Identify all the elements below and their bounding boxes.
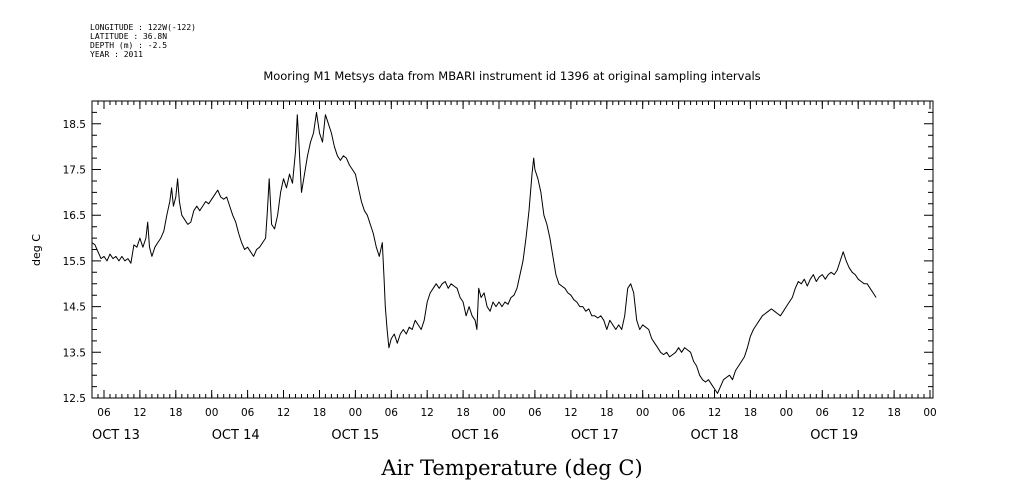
x-tick-label: 12 bbox=[133, 407, 146, 419]
x-tick-label: 12 bbox=[421, 407, 434, 419]
x-tick-label: 06 bbox=[528, 407, 542, 419]
latitude-line: LATITUDE : 36.8N bbox=[90, 32, 167, 41]
x-tick-label: 00 bbox=[205, 407, 218, 419]
x-tick-label: 18 bbox=[744, 407, 757, 419]
plot-frame bbox=[91, 100, 934, 399]
longitude-line: LONGITUDE : 122W(-122) bbox=[90, 23, 196, 32]
x-tick-label: 00 bbox=[492, 407, 505, 419]
y-tick-label: 13.5 bbox=[63, 347, 86, 359]
metadata-block: LONGITUDE : 122W(-122) LATITUDE : 36.8N … bbox=[90, 23, 196, 59]
x-axis: 06 12 18 00 06 12 18 00 06 12 18 00 06 12 18 00 06 12 18 00… bbox=[97, 101, 937, 419]
x-tick-label: 00 bbox=[923, 407, 936, 419]
day-label: OCT 18 bbox=[691, 428, 739, 443]
y-tick-label: 14.5 bbox=[63, 302, 86, 314]
x-tick-label: 12 bbox=[708, 407, 721, 419]
x-axis-label: Air Temperature (deg C) bbox=[380, 456, 642, 480]
day-label: OCT 17 bbox=[571, 428, 619, 443]
x-tick-label: 06 bbox=[672, 407, 686, 419]
x-tick-label: 06 bbox=[97, 407, 111, 419]
day-label: OCT 16 bbox=[451, 428, 499, 443]
day-label: OCT 15 bbox=[331, 428, 379, 443]
day-label: OCT 19 bbox=[810, 428, 858, 443]
x-tick-label: 06 bbox=[385, 407, 399, 419]
minor-ticks bbox=[91, 101, 931, 398]
year-line: YEAR : 2011 bbox=[90, 50, 143, 59]
x-tick-marks bbox=[103, 101, 931, 398]
y-axis: 12.5 13.5 14.5 15.5 16.5 17.5 18.5 bbox=[63, 100, 933, 405]
y-axis-label: deg C bbox=[30, 234, 43, 266]
x-tick-label: 18 bbox=[169, 407, 182, 419]
y-tick-label: 16.5 bbox=[63, 210, 86, 222]
x-tick-label: 12 bbox=[564, 407, 577, 419]
y-tick-label: 18.5 bbox=[63, 119, 86, 131]
hour-minor-ticks bbox=[91, 101, 931, 398]
day-label: OCT 14 bbox=[212, 428, 260, 443]
chart-title: Mooring M1 Metsys data from MBARI instru… bbox=[263, 69, 760, 83]
x-tick-label: 18 bbox=[600, 407, 613, 419]
x-tick-label: 00 bbox=[349, 407, 362, 419]
y-tick-label: 15.5 bbox=[63, 256, 86, 268]
x-tick-label: 06 bbox=[816, 407, 830, 419]
x-tick-label: 06 bbox=[241, 407, 255, 419]
x-tick-label: 12 bbox=[851, 407, 864, 419]
x-tick-label: 00 bbox=[636, 407, 649, 419]
depth-line: DEPTH (m) : -2.5 bbox=[90, 41, 167, 50]
series-line bbox=[91, 111, 877, 394]
x-tick-label: 00 bbox=[780, 407, 793, 419]
day-label: OCT 13 bbox=[92, 428, 140, 443]
x-tick-label: 18 bbox=[887, 407, 900, 419]
day-labels: OCT 13 OCT 14 OCT 15 OCT 16 OCT 17 OCT 18 OCT … bbox=[92, 428, 858, 443]
y-tick-label: 12.5 bbox=[63, 393, 86, 405]
y-tick-marks bbox=[92, 100, 933, 399]
x-tick-label: 18 bbox=[313, 407, 326, 419]
y-tick-label: 17.5 bbox=[63, 165, 86, 177]
x-tick-label: 12 bbox=[277, 407, 290, 419]
x-tick-label: 18 bbox=[456, 407, 469, 419]
